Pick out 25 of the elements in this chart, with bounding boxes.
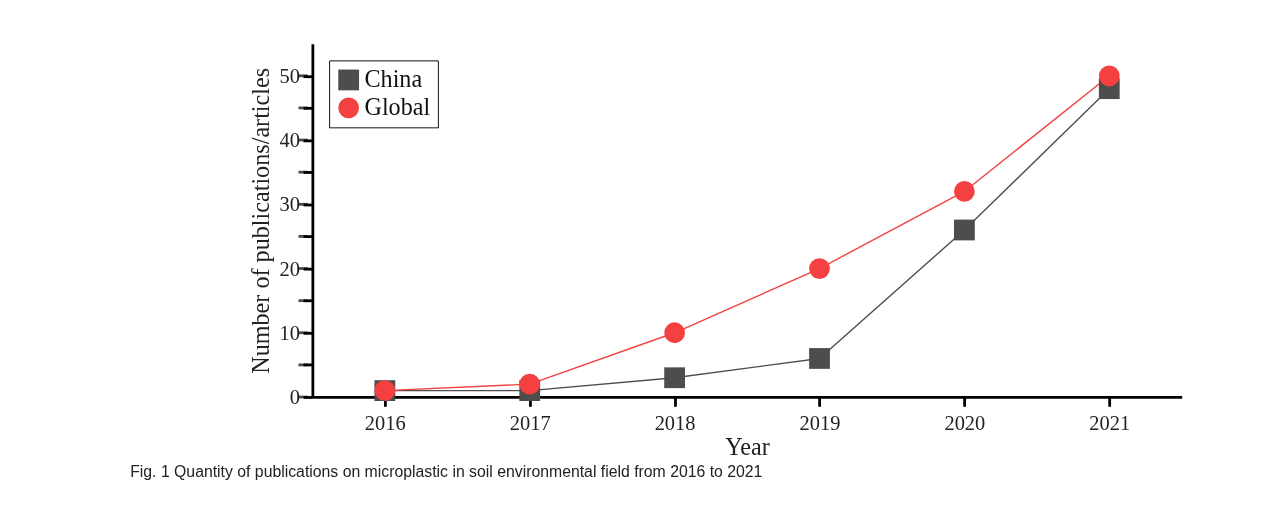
point: [954, 219, 975, 241]
point: [1098, 65, 1120, 87]
y-tick-label: 10: [279, 321, 300, 344]
x-tick-label: 2016: [364, 412, 406, 435]
x-tick-label: 2019: [799, 412, 841, 435]
y-tick-label: 40: [279, 129, 300, 152]
y-axis-title: Number of publications/articles: [247, 67, 275, 374]
point: [809, 348, 830, 369]
x-tick-label: 2020: [944, 412, 986, 435]
point: [519, 373, 541, 395]
point: [954, 181, 975, 202]
legend-label: Global: [364, 93, 431, 121]
x-tick-label: 2018: [654, 412, 696, 435]
point: [809, 258, 830, 279]
point: [664, 367, 686, 389]
legend-label: China: [364, 65, 423, 93]
y-tick-label: 0: [289, 385, 300, 408]
x-tick-label: 2021: [1089, 412, 1131, 435]
x-axis-title: Year: [725, 433, 770, 461]
x-tick-label: 2017: [509, 412, 551, 435]
caption: Fig. 1 Quantity of publications on microplastic in soil environmental field from 2016 to 2021: [130, 462, 763, 480]
point: [664, 322, 686, 344]
y-tick-label: 50: [279, 64, 300, 87]
y-tick-label: 20: [279, 257, 300, 280]
y-tick-label: 30: [279, 193, 300, 216]
